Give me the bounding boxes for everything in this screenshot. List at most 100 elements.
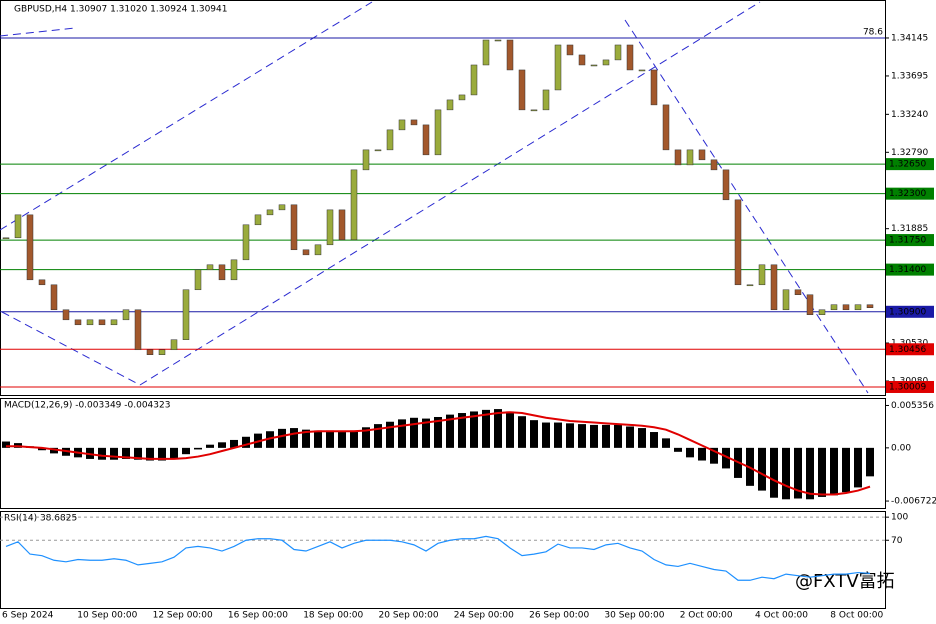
trend-line [0, 1, 373, 231]
macd-bar [794, 447, 802, 499]
candle-body [614, 44, 622, 61]
macd-bar [98, 447, 106, 460]
y-tick-label: 1.33695 [891, 71, 928, 81]
candle-body [470, 64, 478, 96]
macd-bar [494, 409, 502, 448]
macd-bar [602, 424, 610, 448]
macd-bar [206, 444, 214, 448]
x-tick-label: 20 Sep 00:00 [379, 611, 439, 621]
level-label: 1.31750 [889, 236, 926, 246]
macd-panel [0, 398, 886, 509]
macd-bar [146, 447, 154, 461]
level-label: 1.30009 [889, 382, 926, 392]
y-tick-label: -0.006722 [891, 497, 936, 507]
macd-bar [830, 447, 838, 496]
macd-bar [458, 413, 466, 448]
candle-body [554, 44, 562, 91]
macd-bar [422, 418, 430, 448]
macd-bar [482, 409, 490, 448]
candle-body [842, 304, 850, 311]
macd-bar [818, 447, 826, 497]
macd-bar [278, 428, 286, 448]
macd-bar [194, 447, 202, 450]
rsi-title: RSI(14) 38.6825 [4, 514, 77, 524]
signal-line [6, 411, 871, 496]
x-tick-label: 2 Oct 00:00 [680, 611, 733, 621]
macd-bar [530, 420, 538, 448]
y-tick-label: 1.33240 [891, 110, 928, 120]
candle-body [230, 259, 238, 281]
candle-body [638, 69, 646, 72]
x-tick-label: 26 Sep 00:00 [529, 611, 589, 621]
macd-bar [590, 424, 598, 448]
macd-bar [242, 436, 250, 448]
candle-body [626, 44, 634, 71]
candle-body [290, 204, 298, 251]
candle-body [794, 289, 802, 296]
y-tick-label: 1.32790 [891, 148, 928, 158]
macd-bar [758, 447, 766, 491]
macd-bar [170, 447, 178, 459]
candle-body [122, 309, 130, 321]
candle-body [362, 149, 370, 171]
macd-bar [566, 423, 574, 448]
y-tick-label: 0.005356 [891, 401, 934, 411]
macd-bar [338, 432, 346, 448]
candle-body [806, 294, 814, 316]
macd-bar [398, 419, 406, 448]
x-tick-label: 24 Sep 00:00 [454, 611, 514, 621]
macd-bar [866, 447, 874, 477]
macd-bar [650, 432, 658, 448]
candle-body [386, 129, 394, 151]
candle-body [446, 99, 454, 111]
candle-body [158, 349, 166, 355]
macd-bar [302, 429, 310, 448]
level-tag [886, 263, 934, 276]
candle-body [434, 109, 442, 156]
level-tag [886, 234, 934, 247]
candle-body [62, 309, 70, 321]
macd-bar [674, 447, 682, 452]
candle-body [410, 119, 418, 126]
macd-bar [782, 447, 790, 500]
macd-bar [50, 447, 58, 454]
fib-label: 78.6 [863, 27, 883, 37]
level-tag [886, 343, 934, 356]
macd-bar [518, 416, 526, 448]
candle-body [506, 39, 514, 71]
candle-body [422, 124, 430, 156]
macd-bar [662, 438, 670, 448]
candle-body [854, 304, 862, 311]
x-tick-label: 8 Oct 00:00 [830, 611, 883, 621]
candle-body [278, 204, 286, 211]
candle-body [686, 149, 694, 166]
candle-body [218, 264, 226, 281]
level-label: 1.31400 [889, 265, 926, 275]
candle-body [338, 209, 346, 241]
candle-body [746, 284, 754, 287]
macd-bar [362, 427, 370, 448]
candle-body [482, 39, 490, 66]
candle-body [86, 319, 94, 326]
macd-bar [134, 447, 142, 460]
y-tick-label: 70 [891, 536, 903, 546]
macd-bar [542, 422, 550, 448]
candle-body [266, 209, 274, 216]
candle-body [866, 304, 874, 308]
level-tag [886, 380, 934, 393]
macd-bar [182, 447, 190, 455]
level-label: 1.30456 [889, 345, 926, 355]
macd-title: MACD(12,26,9) -0.003349 -0.004323 [4, 401, 170, 411]
macd-bar [842, 447, 850, 493]
candle-body [758, 264, 766, 286]
candle-body [242, 224, 250, 261]
candle-body [50, 284, 58, 311]
macd-bar [686, 447, 694, 458]
candle-body [374, 149, 382, 152]
x-tick-label: 12 Sep 00:00 [153, 611, 213, 621]
candle-body [458, 94, 466, 101]
macd-bar [110, 447, 118, 460]
candle-body [734, 199, 742, 286]
candle-body [98, 319, 106, 326]
macd-bar [806, 447, 814, 500]
